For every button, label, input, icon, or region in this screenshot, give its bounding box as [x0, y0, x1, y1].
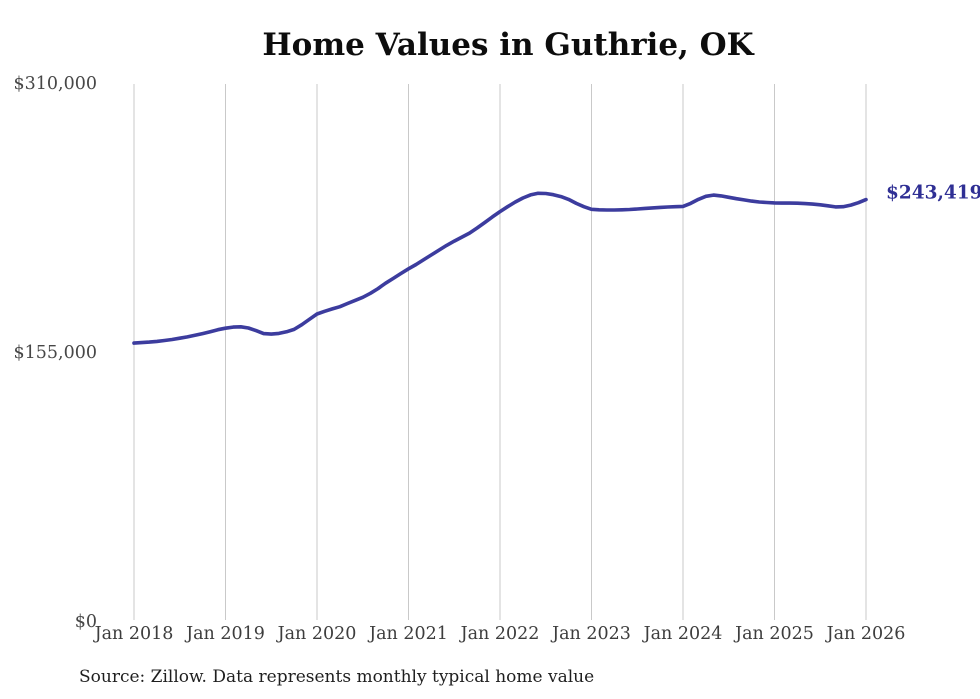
y-axis-tick-label: $155,000	[13, 343, 97, 363]
x-axis-tick-label: Jan 2025	[735, 624, 814, 644]
x-axis-tick-label: Jan 2023	[552, 624, 631, 644]
y-axis-tick-label: $0	[74, 612, 97, 632]
x-axis-tick-label: Jan 2020	[277, 624, 357, 644]
y-axis-tick-label: $310,000	[13, 74, 97, 94]
x-axis-tick-label: Jan 2021	[369, 624, 448, 644]
source-note: Source: Zillow. Data represents monthly …	[79, 667, 595, 687]
x-axis-tick-label: Jan 2019	[186, 624, 265, 644]
chart-title: Home Values in Guthrie, OK	[262, 27, 754, 63]
x-axis-tick-label: Jan 2018	[94, 624, 174, 644]
x-axis-tick-label: Jan 2026	[826, 624, 906, 644]
latest-value-label: $243,419	[886, 182, 980, 204]
x-axis-tick-label: Jan 2022	[460, 624, 540, 644]
home-value-line	[132, 191, 868, 345]
x-axis-tick-label: Jan 2024	[643, 624, 723, 644]
